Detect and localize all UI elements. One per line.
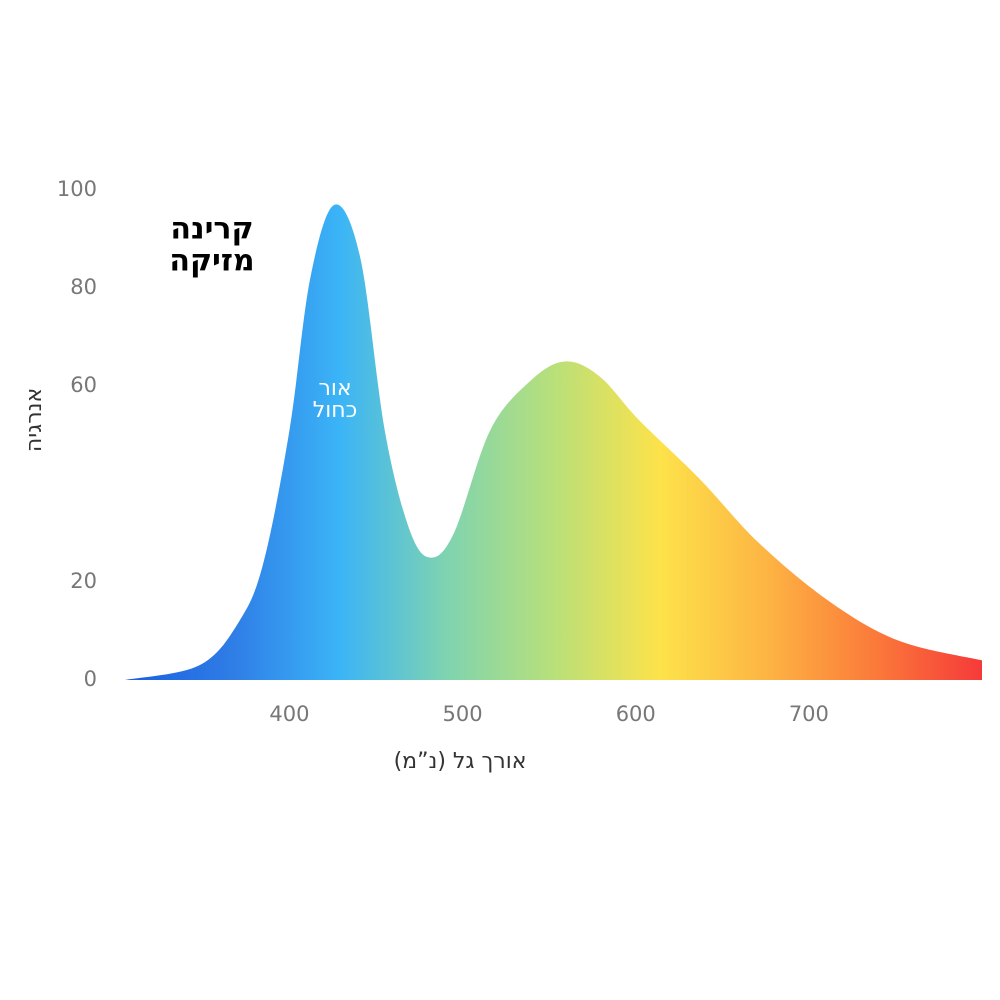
x-tick-label: 400 [269, 702, 309, 726]
y-tick-label: 0 [84, 667, 97, 691]
y-tick-label: 60 [70, 373, 97, 397]
x-tick-label: 500 [443, 702, 483, 726]
y-tick-label: 20 [70, 569, 97, 593]
y-tick-label: 80 [70, 275, 97, 299]
y-axis-label: אנרגיה [22, 388, 47, 452]
annotation: קרינה [170, 212, 253, 247]
x-tick-label: 600 [616, 702, 656, 726]
annotation: מזיקה [169, 244, 254, 279]
spectrum-area [125, 204, 982, 680]
x-axis-label: אורך גל (נ”מ) [394, 749, 527, 774]
annotation: אור [318, 376, 351, 401]
x-tick-label: 700 [789, 702, 829, 726]
annotation: כחול [313, 398, 358, 423]
y-tick-label: 100 [57, 177, 97, 201]
